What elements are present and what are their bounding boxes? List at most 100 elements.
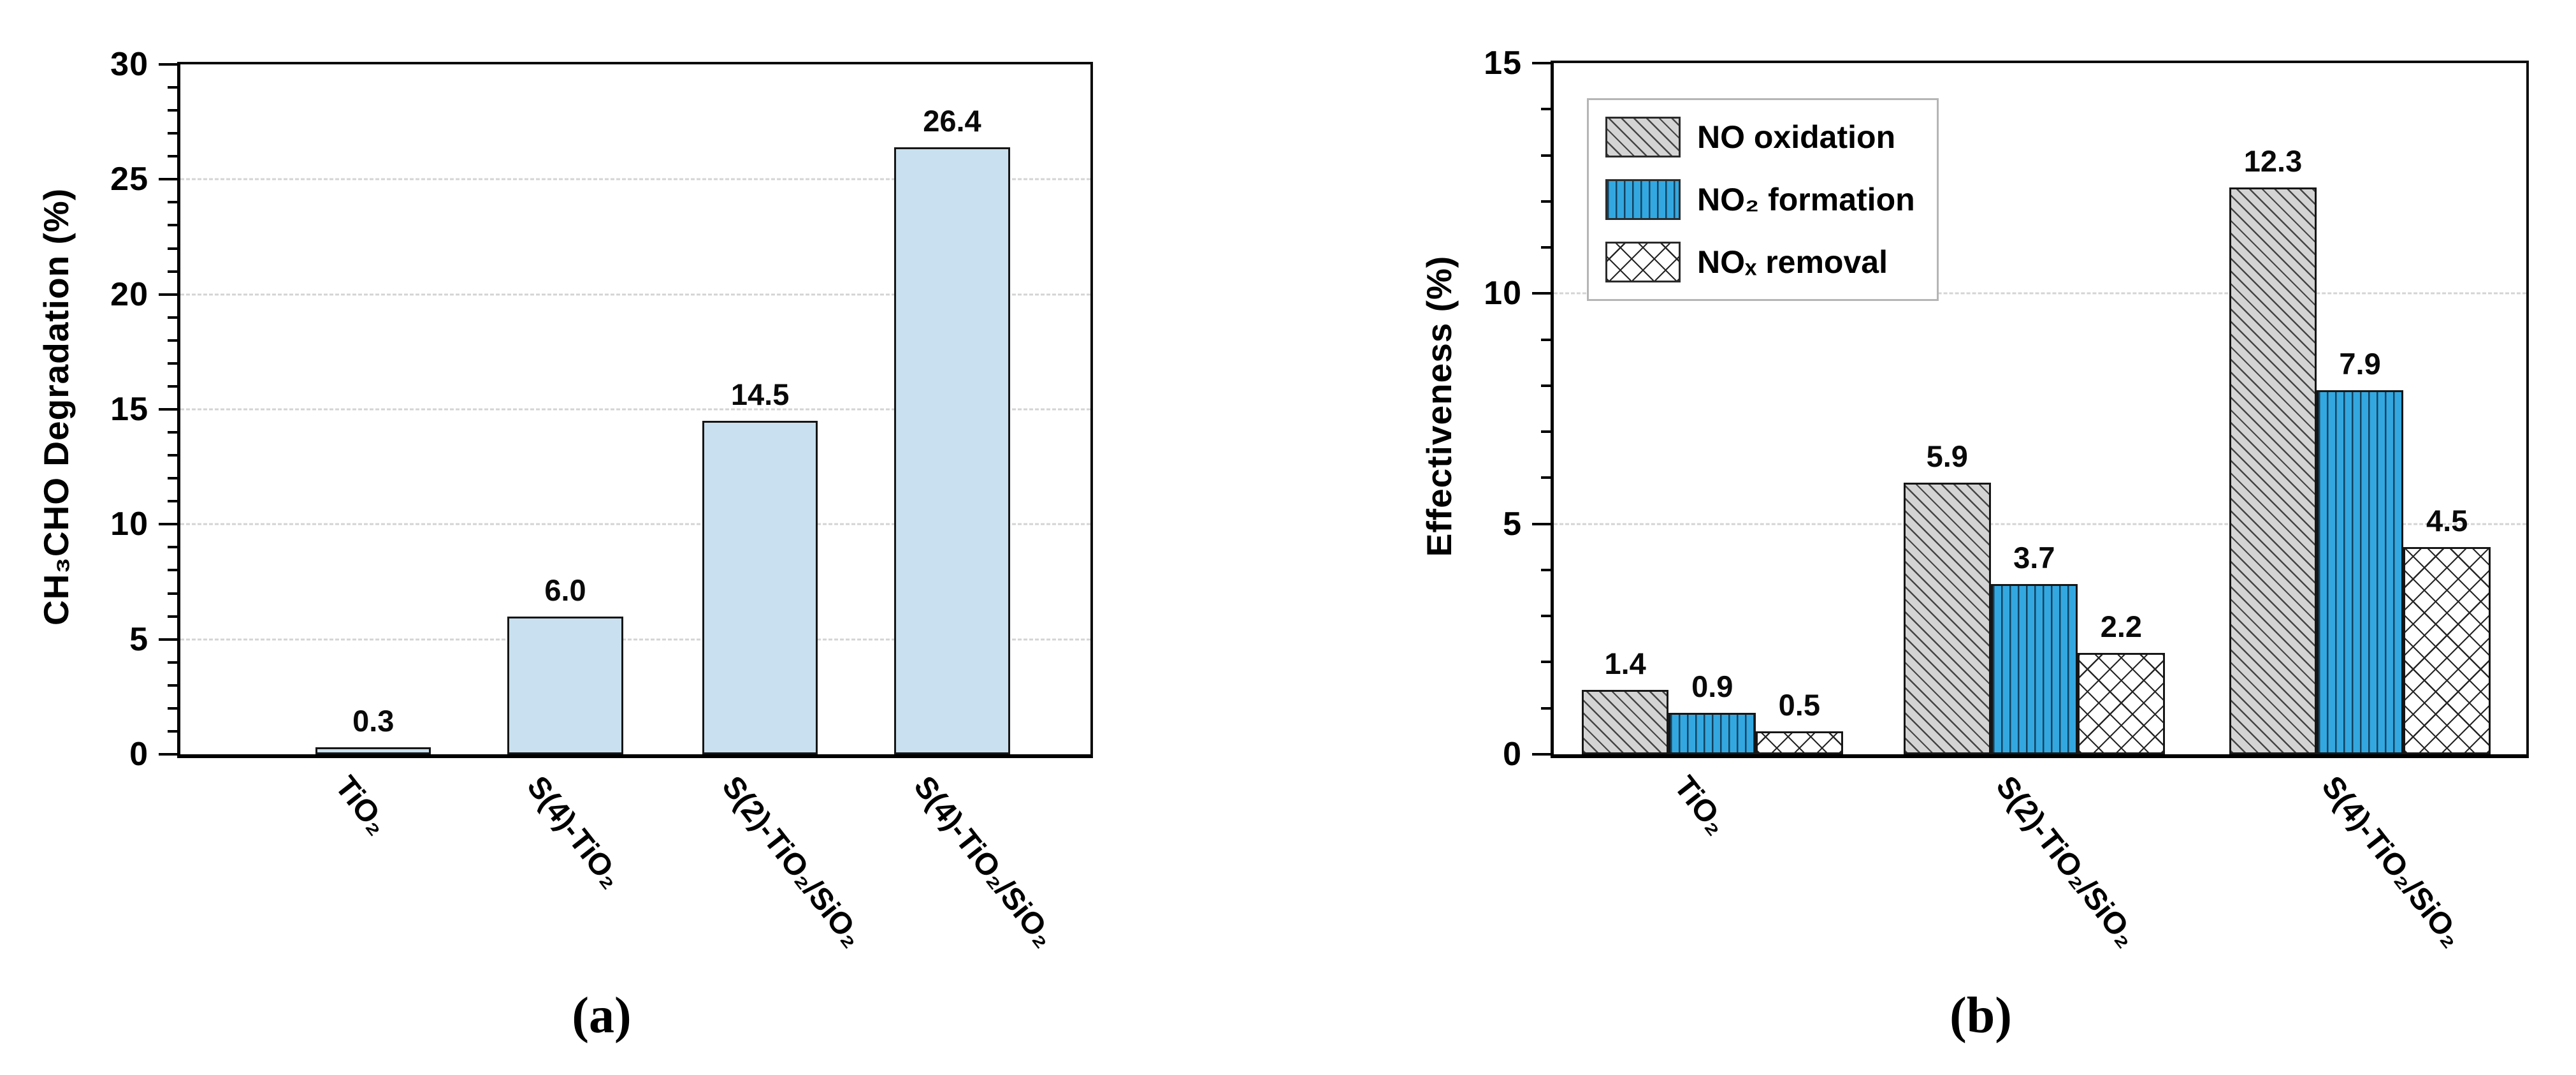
y-axis-minor-tick (1541, 661, 1554, 664)
y-axis-minor-tick (168, 362, 180, 365)
x-category-label: S(4)-TiO₂/SiO₂ (2315, 770, 2549, 954)
y-axis-minor-tick (168, 477, 180, 480)
y-axis-minor-tick (168, 339, 180, 342)
bar-value-label: 4.5 (2426, 503, 2468, 538)
y-tick-label: 0 (129, 736, 148, 773)
y-tick-label: 30 (110, 46, 148, 83)
y-tick-label: 5 (129, 620, 148, 658)
y-axis-major-tick (1532, 522, 1554, 525)
legend-item: NO oxidation (1605, 117, 1915, 157)
bar-value-label: 12.3 (2243, 144, 2303, 179)
y-axis-minor-tick (168, 546, 180, 549)
y-axis-minor-tick (1541, 706, 1554, 710)
y-axis-minor-tick (168, 270, 180, 273)
y-tick-label: 15 (110, 391, 148, 428)
y-axis-minor-tick (168, 500, 180, 503)
x-category-label: S(4)-TiO₂/SiO₂ (907, 770, 1141, 954)
bar-a-2 (507, 616, 623, 754)
legend: NO oxidation NO₂ formation NOₓ removal (1587, 98, 1939, 301)
y-axis-minor-tick (1541, 246, 1554, 249)
bar-value-label: 0.3 (352, 704, 394, 738)
y-axis-minor-tick (168, 384, 180, 388)
bar-a-3 (702, 421, 818, 754)
x-category-label-text: S(2)-TiO₂/SiO₂ (1989, 770, 2143, 954)
legend-label: NOₓ removal (1697, 244, 1888, 280)
y-axis-minor-tick (168, 454, 180, 457)
y-axis-minor-tick (168, 201, 180, 204)
y-axis-minor-tick (168, 684, 180, 687)
bar-value-label: 0.9 (1691, 669, 1733, 703)
bar-b-2-2 (1990, 583, 2078, 754)
y-axis-minor-tick (168, 316, 180, 319)
y-axis-major-tick (159, 63, 180, 66)
y-axis-major-tick (159, 408, 180, 411)
y-axis-minor-tick (168, 661, 180, 664)
plot-area-a: 0 5 10 15 20 25 30 0.3 6.0 14.5 26.4 TiO₂ S(4)-TiO₂ S… (110, 46, 1093, 954)
x-category-label-text: S(2)-TiO₂/SiO₂ (715, 770, 869, 954)
y-axis-title-a: CH₃CHO Degradation (%) (36, 187, 76, 626)
y-tick-label: 25 (110, 161, 148, 198)
y-axis-minor-tick (1541, 615, 1554, 618)
y-axis-minor-tick (1541, 338, 1554, 341)
y-axis-minor-tick (1541, 108, 1554, 111)
y-axis-minor-tick (168, 729, 180, 733)
y-axis-major-tick (1532, 753, 1554, 756)
y-axis-major-tick (159, 753, 180, 756)
bar-a-4 (894, 147, 1010, 754)
y-axis-major-tick (1532, 292, 1554, 295)
legend-item: NO₂ formation (1605, 179, 1915, 220)
x-category-label-text: TiO₂ (328, 770, 394, 842)
y-axis-minor-tick (1541, 430, 1554, 434)
y-axis-minor-tick (168, 431, 180, 434)
y-axis-minor-tick (1541, 384, 1554, 387)
y-tick-label: 0 (1503, 736, 1522, 773)
y-axis-minor-tick (168, 706, 180, 710)
y-axis-major-tick (159, 638, 180, 641)
panel-caption-a: (a) (572, 988, 632, 1044)
bar-value-label: 2.2 (2100, 610, 2143, 644)
y-axis-minor-tick (168, 592, 180, 595)
bar-value-label: 5.9 (1926, 439, 1968, 473)
bar-b-3-2 (2316, 390, 2404, 754)
x-category-label: TiO₂ (328, 770, 419, 842)
gridline (1554, 292, 2526, 295)
y-axis-minor-tick (168, 569, 180, 572)
bar-value-label: 0.5 (1778, 687, 1820, 722)
bar-value-label: 1.4 (1604, 646, 1646, 680)
gridline (180, 523, 1090, 525)
bar-b-3-1 (2229, 187, 2317, 754)
y-axis-minor-tick (168, 132, 180, 135)
bar-value-label: 7.9 (2339, 347, 2381, 381)
gridline (1554, 523, 2526, 525)
legend-swatch-vlines-icon (1605, 179, 1681, 220)
y-axis-minor-tick (1541, 476, 1554, 479)
x-category-label-text: TiO₂ (1667, 770, 1733, 842)
bar-b-2-1 (1903, 482, 1991, 754)
legend-label: NO oxidation (1697, 119, 1896, 155)
legend-swatch-hatch-icon (1605, 117, 1681, 157)
y-axis-major-tick (159, 293, 180, 296)
bar-value-label: 3.7 (2013, 540, 2055, 574)
y-tick-label: 10 (110, 506, 148, 543)
y-tick-label: 20 (110, 275, 148, 313)
y-axis-minor-tick (1541, 154, 1554, 157)
legend-item: NOₓ removal (1605, 242, 1915, 282)
x-category-label-text: S(4)-TiO₂/SiO₂ (907, 770, 1061, 954)
bar-b-1-1 (1581, 689, 1669, 754)
y-tick-label: 15 (1484, 45, 1522, 82)
x-category-label: S(2)-TiO₂/SiO₂ (1989, 770, 2223, 954)
x-category-label-text: S(4)-TiO₂/SiO₂ (2315, 770, 2470, 954)
bar-value-label: 26.4 (923, 103, 981, 138)
y-axis-minor-tick (168, 615, 180, 618)
y-axis-minor-tick (168, 86, 180, 89)
x-category-label: S(4)-TiO₂ (520, 770, 679, 895)
y-tick-label: 10 (1484, 275, 1522, 312)
bar-a-1 (315, 747, 431, 754)
gridline (180, 293, 1090, 296)
plot-area-b: 0 5 10 15 1.4 5.9 12.3 0.9 3.7 7.9 0.5 2.2 4.5 TiO₂ S(… (1484, 45, 2529, 954)
x-category-label-text: S(4)-TiO₂ (520, 770, 628, 895)
panel-caption-b: (b) (1950, 988, 2012, 1044)
gridline (180, 178, 1090, 180)
y-axis-major-tick (159, 523, 180, 526)
